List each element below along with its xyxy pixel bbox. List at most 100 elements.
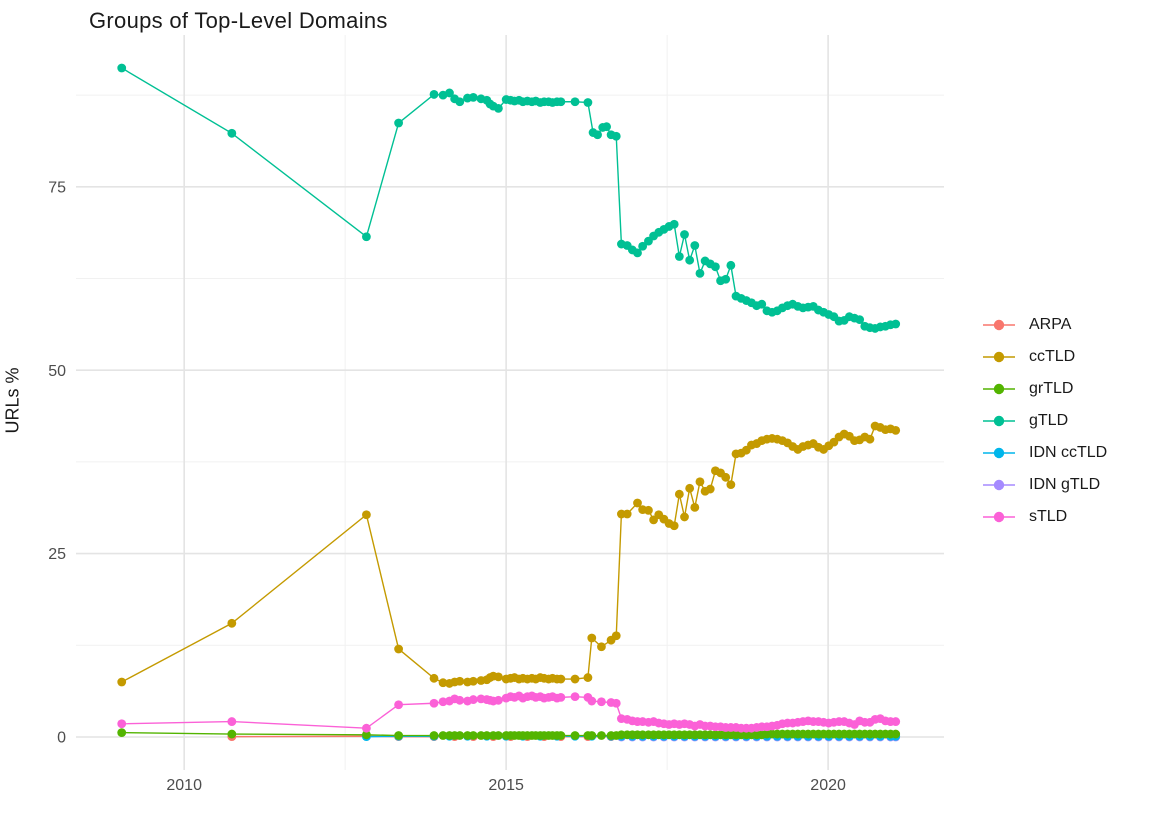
data-point (726, 260, 736, 270)
legend-label: grTLD (1029, 379, 1074, 397)
series-points-cctld (117, 421, 901, 688)
y-axis-tick-label: 0 (57, 730, 66, 747)
legend-label: gTLD (1029, 411, 1069, 429)
data-point (362, 723, 371, 733)
legend-label: ARPA (1029, 315, 1072, 333)
legend-item-arpa: ARPA (982, 314, 1107, 335)
data-point (570, 97, 580, 107)
legend-label: sTLD (1029, 507, 1068, 525)
data-point (455, 731, 465, 740)
data-point (587, 633, 597, 643)
data-point (622, 509, 632, 519)
data-point (690, 502, 700, 512)
data-point (227, 128, 237, 138)
legend-label: ccTLD (1029, 347, 1076, 365)
series-points-grtld (117, 728, 901, 740)
data-point (680, 230, 689, 239)
data-point (394, 731, 404, 740)
data-point (556, 674, 566, 684)
series-line-gtld (121, 67, 896, 330)
data-point (757, 299, 767, 309)
legend-key-icon (983, 479, 1015, 490)
data-point (227, 729, 237, 739)
data-point (593, 130, 602, 140)
legend-key-icon (983, 383, 1015, 394)
legend-item-grtld: grTLD (982, 378, 1107, 399)
data-point (556, 97, 566, 107)
data-point (117, 728, 127, 737)
data-point (597, 731, 606, 740)
legend-key-icon (983, 447, 1015, 458)
legend-key-icon (983, 319, 1015, 330)
legend-item-idn-cctld: IDN ccTLD (982, 442, 1107, 463)
legend-key-icon (983, 351, 1015, 362)
data-point (117, 677, 127, 687)
data-point (429, 731, 439, 740)
legend-key-dot (993, 383, 1005, 394)
y-axis-tick-label: 50 (48, 363, 66, 380)
data-point (690, 241, 700, 250)
data-point (611, 131, 621, 141)
data-point (556, 692, 566, 702)
data-point (494, 695, 503, 705)
data-point (891, 425, 901, 435)
data-point (362, 510, 371, 520)
data-point (680, 512, 689, 522)
data-point (674, 489, 684, 499)
data-point (227, 717, 237, 726)
data-point (587, 731, 597, 740)
data-point (597, 642, 606, 652)
series-points-gtld (117, 63, 901, 333)
legend-key-icon (983, 415, 1015, 426)
legend-item-idn-gtld: IDN gTLD (982, 474, 1107, 495)
data-point (669, 521, 679, 531)
data-point (638, 241, 648, 251)
data-point (570, 674, 580, 684)
data-point (721, 472, 731, 482)
data-point (855, 315, 865, 325)
data-point (362, 232, 371, 242)
data-point (468, 92, 478, 102)
data-point (633, 498, 642, 508)
data-point (455, 695, 465, 705)
data-point (494, 731, 503, 740)
data-point (429, 673, 439, 683)
legend-key-icon (983, 511, 1015, 522)
data-point (602, 122, 611, 132)
legend-key-dot (993, 319, 1005, 330)
data-point (438, 731, 448, 740)
data-point (891, 717, 901, 726)
data-point (570, 731, 580, 740)
data-point (891, 729, 901, 739)
legend-item-cctld: ccTLD (982, 346, 1107, 367)
data-point (587, 696, 597, 706)
data-point (695, 477, 705, 487)
data-point (455, 97, 465, 107)
chart-title: Groups of Top-Level Domains (89, 8, 388, 33)
data-point (117, 719, 127, 729)
data-point (468, 676, 478, 686)
data-point (674, 252, 684, 261)
x-axis-tick-label: 2010 (166, 777, 202, 794)
data-point (726, 480, 736, 490)
x-axis-tick-label: 2020 (810, 777, 846, 794)
data-point (394, 700, 404, 710)
legend-item-stld: sTLD (982, 506, 1107, 527)
legend-label: IDN ccTLD (1029, 443, 1108, 461)
legend-item-gtld: gTLD (982, 410, 1107, 431)
data-point (468, 731, 478, 740)
legend: ARPA ccTLD grTLD gTLD IDN ccTLD IDN gTLD sTLD (982, 314, 1107, 527)
data-point (482, 731, 492, 740)
data-point (362, 730, 371, 740)
data-point (438, 678, 448, 688)
data-point (891, 319, 901, 329)
data-point (583, 98, 593, 107)
data-point (721, 274, 731, 284)
data-point (227, 618, 237, 628)
data-point (556, 731, 566, 740)
data-point (429, 698, 439, 708)
data-point (117, 63, 127, 73)
legend-label: IDN gTLD (1029, 475, 1101, 493)
data-point (669, 219, 679, 229)
